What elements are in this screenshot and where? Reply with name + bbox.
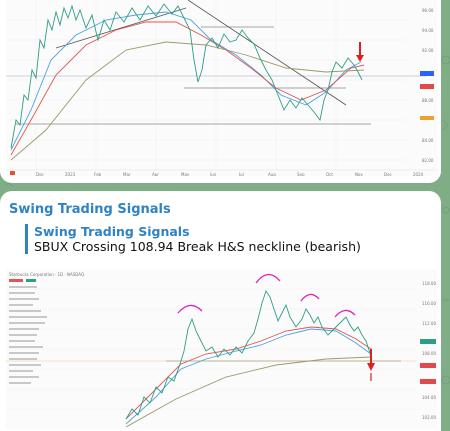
svg-text:84.00: 84.00 bbox=[422, 138, 434, 143]
price-tag-blue bbox=[420, 71, 434, 76]
x-axis-label: Oct bbox=[326, 172, 333, 176]
chart-image-bottom[interactable]: Starbucks Corporation · 1D · NASDAQ bbox=[6, 269, 438, 429]
reply-title: Swing Trading Signals bbox=[34, 224, 190, 239]
signal-arrow-top bbox=[356, 42, 364, 62]
x-axis-label: Apr bbox=[152, 172, 159, 176]
price-tag-red bbox=[420, 84, 434, 89]
x-axis-label: Aug bbox=[268, 172, 276, 176]
svg-text:116.00: 116.00 bbox=[422, 301, 436, 306]
svg-text:94.00: 94.00 bbox=[422, 28, 434, 33]
reply-text: SBUX Crossing 108.94 Break H&S neckline … bbox=[34, 239, 361, 254]
message-bubble-bottom: Swing Trading Signals Swing Trading Sign… bbox=[0, 191, 441, 431]
reply-quote[interactable]: Swing Trading Signals SBUX Crossing 108.… bbox=[25, 224, 364, 254]
x-axis-label: May bbox=[181, 172, 190, 176]
head-shoulders-arcs bbox=[177, 273, 356, 318]
x-axis-label: 2023 bbox=[65, 172, 76, 176]
x-axis-label: Dec bbox=[36, 172, 44, 176]
svg-text:82.00: 82.00 bbox=[422, 158, 434, 163]
svg-text:118.00: 118.00 bbox=[422, 281, 436, 286]
x-axis-label: Dec bbox=[384, 172, 392, 176]
signal-arrow-bottom bbox=[367, 349, 375, 381]
x-axis-label: Mar bbox=[123, 172, 131, 176]
x-axis-label: 2024 bbox=[413, 172, 424, 176]
chart-header: Starbucks Corporation · 1D · NASDAQ bbox=[9, 272, 84, 277]
price-series-bottom bbox=[125, 289, 373, 420]
x-axis-label: Nov bbox=[355, 172, 363, 176]
svg-text:92.00: 92.00 bbox=[422, 48, 434, 53]
svg-text:108.00: 108.00 bbox=[422, 351, 436, 356]
x-axis-label: Jul bbox=[238, 172, 244, 176]
price-series-top bbox=[10, 3, 363, 149]
x-axis-label: Feb bbox=[94, 172, 102, 176]
tradingview-logo bbox=[10, 171, 15, 175]
svg-text:102.00: 102.00 bbox=[422, 415, 436, 420]
svg-text:96.00: 96.00 bbox=[422, 8, 434, 13]
svg-text:88.00: 88.00 bbox=[422, 98, 434, 103]
svg-text:112.00: 112.00 bbox=[422, 321, 436, 326]
sender-name[interactable]: Swing Trading Signals bbox=[9, 202, 171, 217]
chart-image-top[interactable]: 96.00 94.00 92.00 88.00 84.00 82.00 Dec 2023… bbox=[6, 0, 438, 176]
x-axis-label: Jun bbox=[209, 172, 217, 176]
x-axis-label: Sep bbox=[297, 172, 305, 176]
svg-text:104.00: 104.00 bbox=[422, 395, 436, 400]
message-bubble-top: 96.00 94.00 92.00 88.00 84.00 82.00 Dec 2023… bbox=[0, 0, 441, 183]
